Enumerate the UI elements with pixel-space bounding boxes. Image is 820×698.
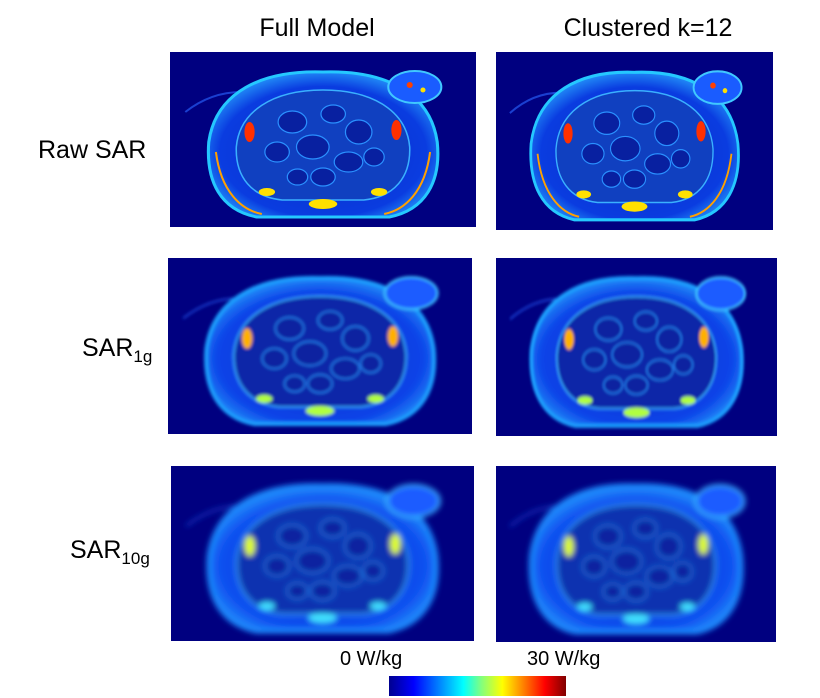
column-title-full-model: Full Model [259,14,375,42]
sar-map-10g-clustered-image [509,483,746,635]
row-label-raw-sar: Raw SAR [38,136,147,164]
column-title-clustered: Clustered k=12 [563,14,733,42]
sar-map-10g-full-model [171,466,474,641]
sar-map-raw-clustered-image [509,70,743,222]
sar-map-1g-full-model-image [182,276,439,426]
sar-map-raw-full-model-image [184,70,443,219]
colorbar-min-label: 0 W/kg [340,648,403,670]
sar-map-raw-clustered [496,52,773,230]
colorbar [389,676,566,696]
row-label-sar-10g: SAR10g [70,536,150,568]
sar-map-10g-full-model-image [185,483,441,634]
row-label-sar-1g: SAR1g [82,334,153,366]
sar-map-1g-clustered [496,258,777,436]
sar-map-10g-clustered [496,466,776,642]
colorbar-max-label: 30 W/kg [527,648,601,670]
sar-map-1g-clustered-image [509,276,747,428]
sar-map-1g-full-model [168,258,472,434]
sar-map-raw-full-model [170,52,476,227]
